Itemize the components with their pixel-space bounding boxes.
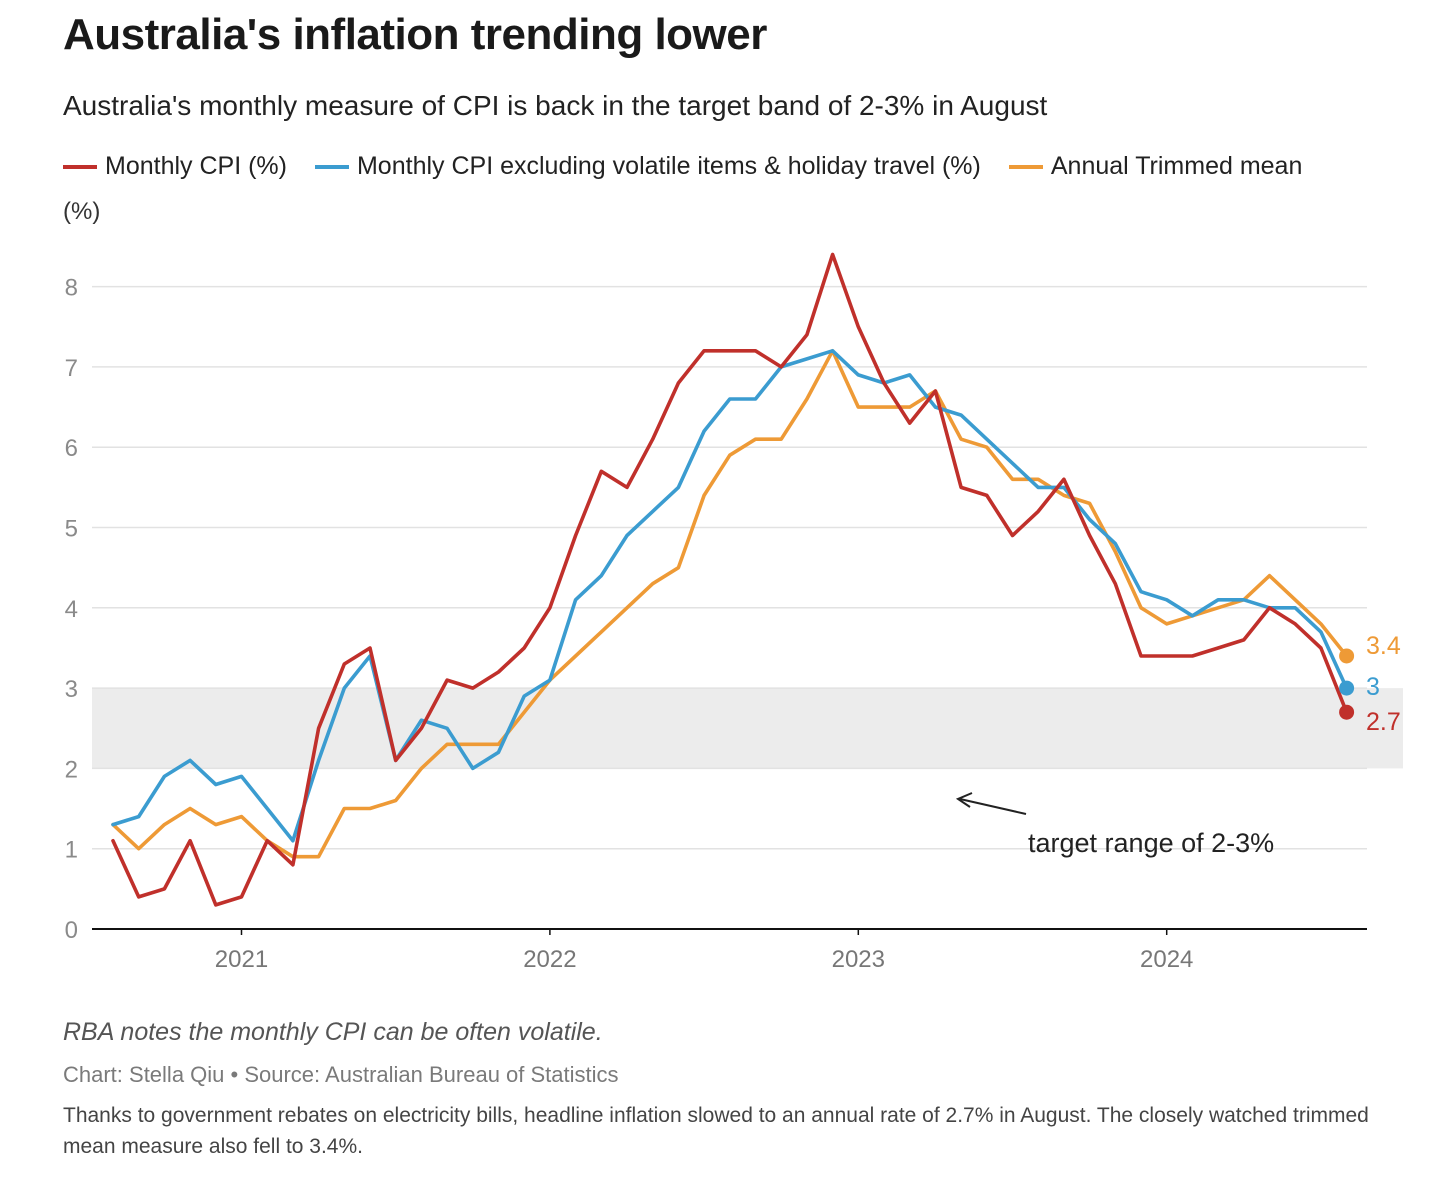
annotation-text: target range of 2-3% <box>1028 828 1274 858</box>
end-point <box>1339 680 1355 696</box>
series-lines <box>111 252 1349 907</box>
footer-credit: Chart: Stella Qiu • Source: Australian B… <box>63 1062 619 1087</box>
legend-item-cpi: Monthly CPI (%) <box>63 152 287 181</box>
footer-note: RBA notes the monthly CPI can be often v… <box>63 1018 603 1046</box>
legend-label-trimmed-mean: Annual Trimmed mean <box>1050 152 1303 180</box>
end-label: 3.4 <box>1366 632 1401 660</box>
annotation-arrow-head <box>955 792 973 808</box>
end-points: 3.4 3 2.7 <box>1339 632 1401 736</box>
target-band <box>92 688 1403 769</box>
legend-swatch-trimmed-mean <box>1008 164 1043 169</box>
series-line-trimmed-mean <box>111 348 1349 859</box>
end-point <box>1339 704 1355 720</box>
legend-item-trimmed-mean: Annual Trimmed mean <box>1008 152 1303 181</box>
y-tick-label: 8 <box>65 275 78 302</box>
chart-title: Australia's inflation trending lower <box>63 10 767 59</box>
gridlines <box>92 285 1367 930</box>
target-annotation: target range of 2-3% <box>955 792 1274 858</box>
x-tick-label: 2021 <box>215 946 268 973</box>
legend-swatch-cpi-excluding <box>314 164 349 169</box>
y-tick-label: 2 <box>65 756 78 783</box>
y-tick-label: 7 <box>65 355 78 382</box>
x-tick-label: 2023 <box>832 946 885 973</box>
chart-subtitle: Australia's monthly measure of CPI is ba… <box>63 90 1048 121</box>
y-tick-label: 3 <box>65 676 78 703</box>
y-tick-label: 4 <box>65 596 78 623</box>
annotation-arrow-line <box>959 798 1027 815</box>
y-axis-unit: (%) <box>63 198 101 225</box>
footer-caption: Thanks to government rebates on electric… <box>63 1104 1369 1158</box>
end-label: 2.7 <box>1366 708 1401 736</box>
line-chart: 0 1 2 3 4 5 6 7 8 2021 2022 2023 2024 3.4 3 2.7 targe… <box>65 252 1403 973</box>
end-point <box>1339 648 1355 664</box>
legend-item-cpi-excluding: Monthly CPI excluding volatile items & h… <box>314 152 981 181</box>
x-tick-label: 2022 <box>523 946 576 973</box>
end-label: 3 <box>1366 673 1380 701</box>
x-tick-label: 2024 <box>1140 946 1193 973</box>
x-tick-labels: 2021 2022 2023 2024 <box>215 929 1193 973</box>
y-tick-label: 1 <box>65 837 78 864</box>
y-tick-label: 6 <box>65 435 78 462</box>
y-tick-labels: 0 1 2 3 4 5 6 7 8 <box>65 275 78 944</box>
target-band-layer <box>92 688 1403 769</box>
legend-swatch-cpi <box>63 164 97 169</box>
y-tick-label: 0 <box>65 917 78 944</box>
legend-label-cpi: Monthly CPI (%) <box>105 152 287 180</box>
legend-label-cpi-excluding: Monthly CPI excluding volatile items & h… <box>356 152 981 180</box>
legend: Monthly CPI (%) Monthly CPI excluding vo… <box>63 152 1302 181</box>
y-tick-label: 5 <box>65 516 78 543</box>
series-line-cpi-excluding <box>111 348 1349 843</box>
series-line-cpi <box>111 252 1349 907</box>
